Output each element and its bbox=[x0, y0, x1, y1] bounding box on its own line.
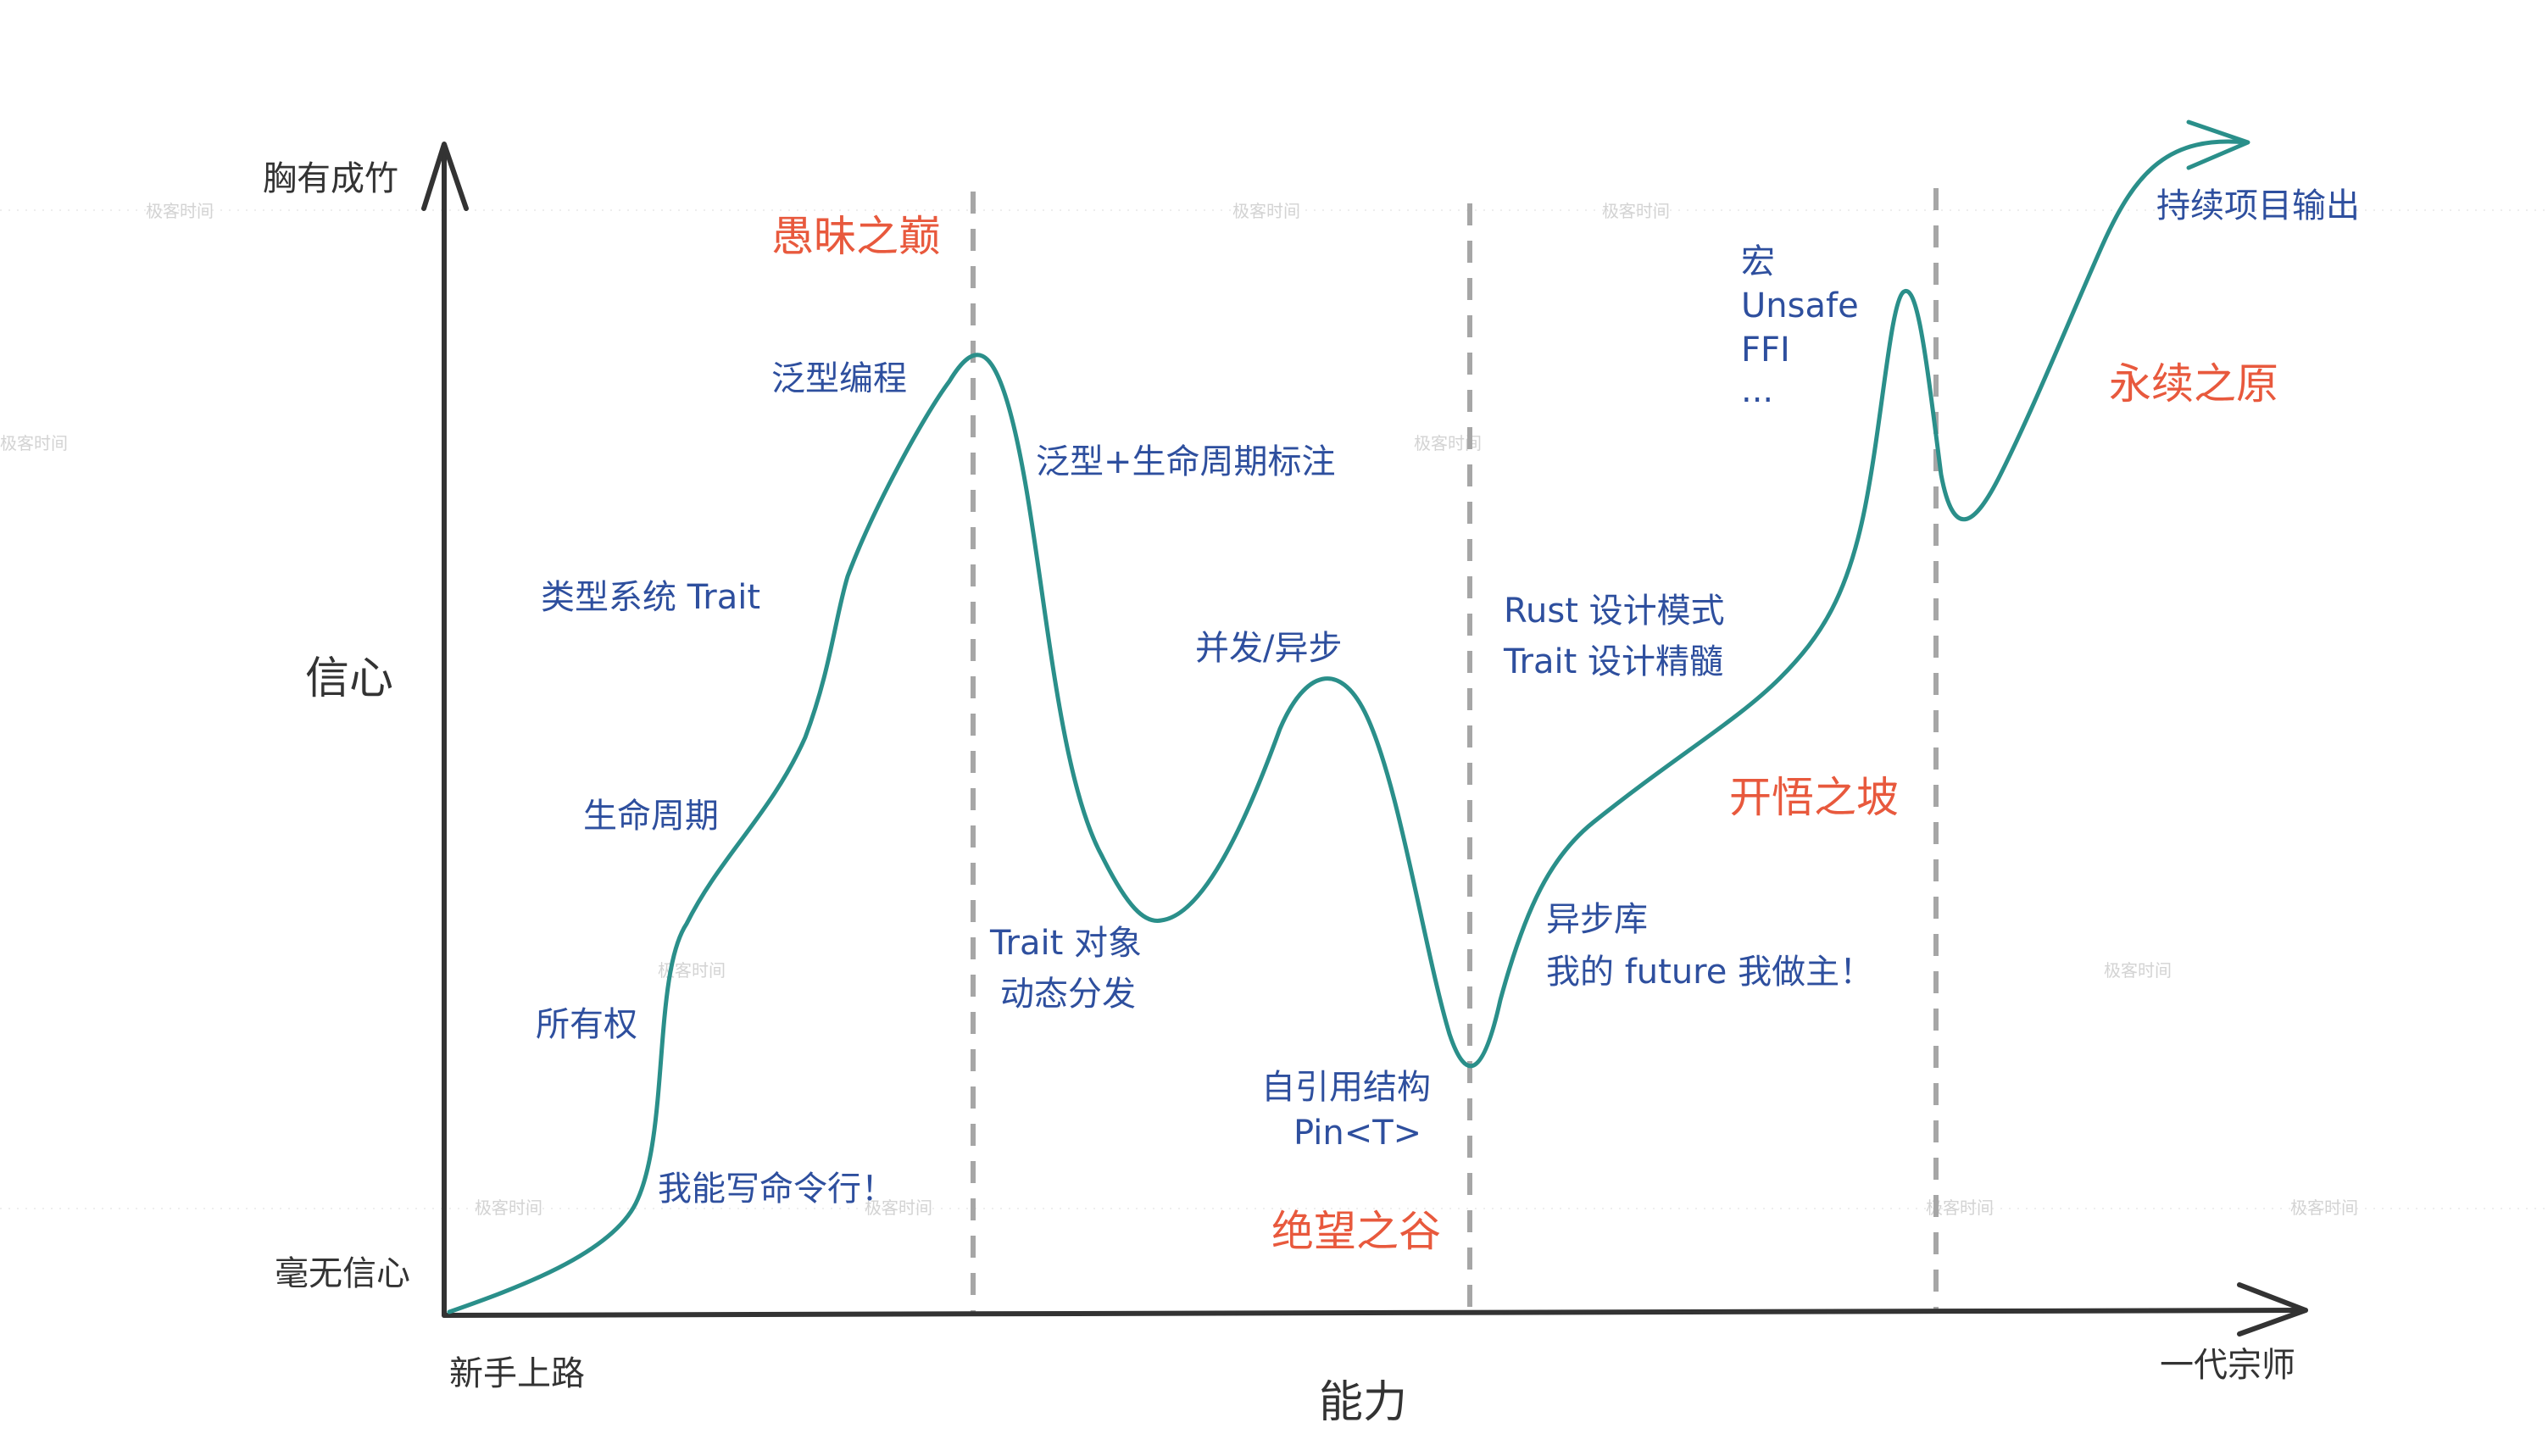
x-axis-title: 能力 bbox=[1319, 1377, 1407, 1428]
watermark: 极客时间 bbox=[2104, 960, 2172, 981]
milestone-label: 动态分发 bbox=[1000, 975, 1136, 1014]
stage-label-slope: 开悟之坡 bbox=[1729, 773, 1899, 822]
stage-label-valley: 绝望之谷 bbox=[1271, 1207, 1441, 1256]
milestone-label: 类型系统 Trait bbox=[541, 578, 760, 617]
milestone-label: 我能写命令行！ bbox=[658, 1170, 895, 1209]
milestone-label: 持续项目输出 bbox=[2156, 186, 2360, 225]
milestone-label: Trait 设计精髓 bbox=[1503, 642, 1723, 681]
y-axis-title: 信心 bbox=[305, 653, 393, 704]
confidence-curve bbox=[447, 119, 2250, 1314]
stage-label-plateau: 永续之原 bbox=[2109, 359, 2278, 408]
milestone-label: 泛型+生命周期标注 bbox=[1036, 442, 1336, 481]
watermark: 极客时间 bbox=[146, 201, 214, 221]
curve-arrowhead bbox=[2186, 119, 2250, 170]
milestone-label: 泛型编程 bbox=[771, 359, 907, 398]
y-axis-top-label: 胸有成竹 bbox=[263, 159, 398, 198]
milestone-label: Pin<T> bbox=[1293, 1114, 1421, 1153]
x-axis-right-label: 一代宗师 bbox=[2160, 1346, 2295, 1385]
watermark: 极客时间 bbox=[0, 433, 68, 453]
watermarks: 极客时间 极客时间 极客时间 极客时间 极客时间 极客时间 极客时间 极客时间 … bbox=[0, 201, 2358, 1218]
milestone-label: 所有权 bbox=[536, 1005, 637, 1044]
milestone-label: Rust 设计模式 bbox=[1504, 592, 1725, 631]
milestone-label: 自引用结构 bbox=[1261, 1068, 1431, 1107]
watermark: 极客时间 bbox=[1232, 201, 1300, 221]
axes bbox=[421, 142, 2308, 1337]
milestone-label: 并发/异步 bbox=[1195, 629, 1342, 668]
milestone-label: 异步库 bbox=[1546, 900, 1648, 939]
watermark: 极客时间 bbox=[1602, 201, 1670, 221]
watermark: 极客时间 bbox=[865, 1198, 932, 1218]
milestone-label: ... bbox=[1741, 371, 1773, 410]
y-axis-bottom-label: 毫无信心 bbox=[275, 1254, 410, 1293]
milestone-label: 宏 bbox=[1741, 242, 1775, 281]
stage-label-peak: 愚昧之巅 bbox=[771, 212, 941, 261]
watermark: 极客时间 bbox=[2290, 1198, 2358, 1218]
x-axis-arrow bbox=[2237, 1282, 2308, 1337]
watermark: 极客时间 bbox=[475, 1198, 542, 1218]
milestone-label: 生命周期 bbox=[583, 797, 719, 836]
milestone-label: 我的 future 我做主！ bbox=[1546, 953, 1873, 992]
milestone-label: FFI bbox=[1741, 331, 1790, 370]
y-axis-arrow bbox=[421, 142, 469, 211]
x-axis-line bbox=[442, 1308, 2308, 1318]
milestone-label: Trait 对象 bbox=[989, 924, 1142, 963]
curve-line bbox=[447, 139, 2249, 1314]
stage-dividers bbox=[971, 188, 1939, 1312]
x-axis-left-label: 新手上路 bbox=[449, 1354, 585, 1393]
milestone-label: Unsafe bbox=[1741, 286, 1859, 325]
